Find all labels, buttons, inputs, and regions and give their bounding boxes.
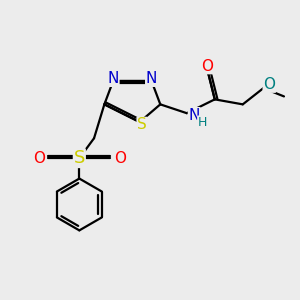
- Text: S: S: [74, 149, 85, 167]
- Text: N: N: [188, 108, 200, 123]
- Text: H: H: [198, 116, 207, 129]
- Text: N: N: [107, 71, 119, 86]
- Text: O: O: [201, 58, 213, 74]
- Text: O: O: [114, 151, 126, 166]
- Text: N: N: [146, 71, 157, 86]
- Text: O: O: [263, 77, 275, 92]
- Text: S: S: [137, 118, 147, 133]
- Text: O: O: [33, 151, 45, 166]
